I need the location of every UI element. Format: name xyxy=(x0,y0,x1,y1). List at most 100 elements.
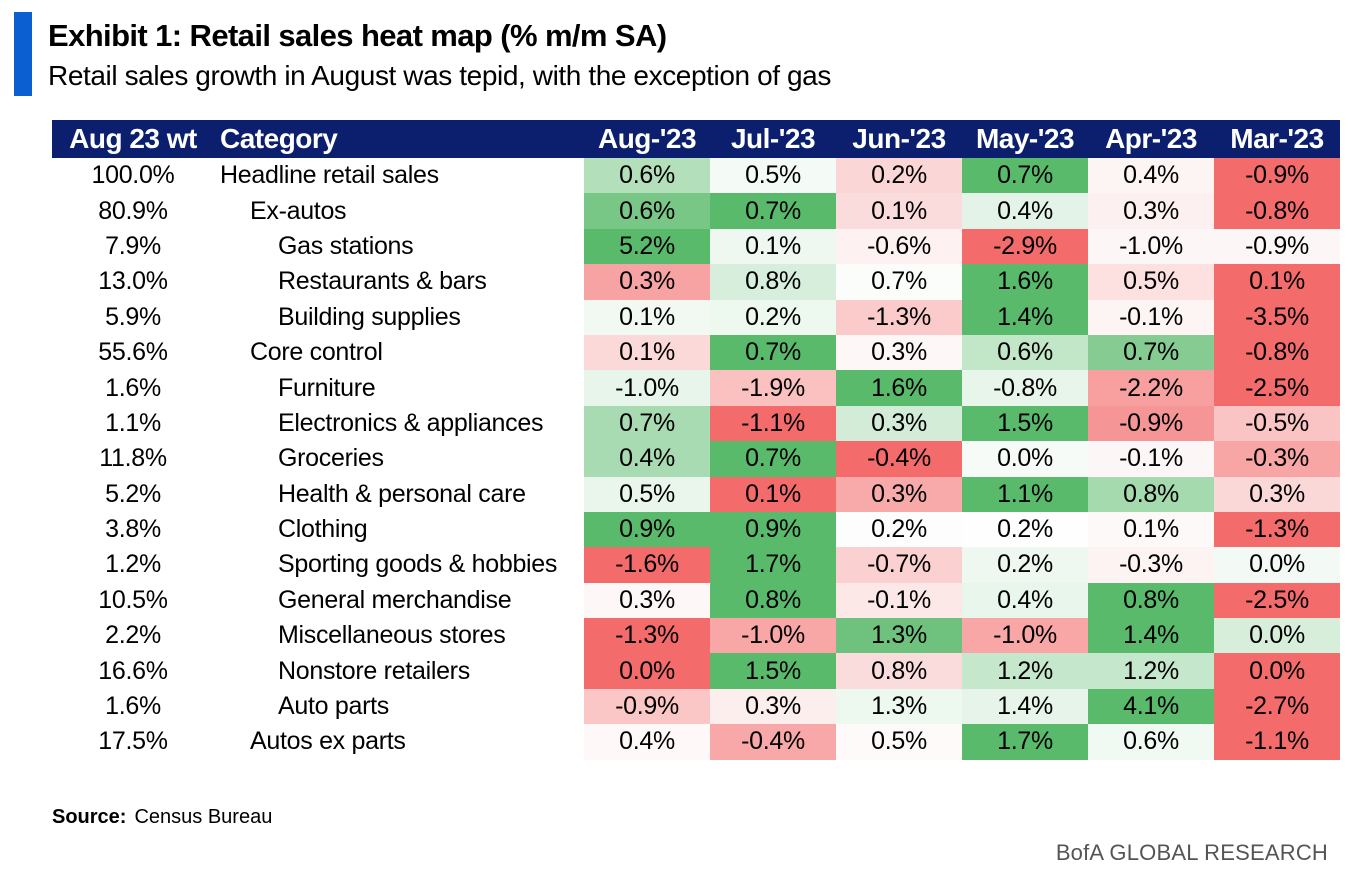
heatmap-cell: 0.7% xyxy=(710,441,836,477)
heatmap-cell: -1.0% xyxy=(1088,228,1214,265)
category-cell: Autos ex parts xyxy=(250,727,406,756)
weight-cell: 17.5% xyxy=(98,727,168,756)
heatmap-cell: -0.1% xyxy=(1088,299,1214,335)
heatmap-cell: 0.2% xyxy=(962,547,1088,583)
heatmap-cell: 0.6% xyxy=(1088,724,1214,760)
heatmap-table: Aug 23 wt Category Aug-'23 Jul-'23 Jun-'23 Ma… xyxy=(52,120,1340,760)
column-header-month-2: Jul-'23 xyxy=(710,120,836,158)
heatmap-cell: -0.9% xyxy=(1214,158,1340,194)
heatmap-cell: 1.3% xyxy=(836,618,962,654)
heatmap-cell: 1.1% xyxy=(962,476,1088,512)
heatmap-cell: 0.7% xyxy=(710,334,836,371)
heatmap-cell: 0.2% xyxy=(836,158,962,194)
heatmap-cell: 0.8% xyxy=(1088,476,1214,512)
heatmap-cell: 1.7% xyxy=(962,724,1088,760)
table-row: 3.8% Clothing 0.9% 0.9% 0.2% 0.2% 0.1% -1.3% xyxy=(52,511,1340,548)
heatmap-cell: 4.1% xyxy=(1088,688,1214,725)
heatmap-cell: 5.2% xyxy=(584,228,710,265)
heatmap-cell: 0.7% xyxy=(1088,334,1214,371)
heatmap-cell: -0.3% xyxy=(1214,441,1340,477)
table-row: 16.6% Nonstore retailers 0.0% 1.5% 0.8% 1.2% 1… xyxy=(52,653,1340,689)
column-header-month-4: May-'23 xyxy=(962,120,1088,158)
weight-cell: 13.0% xyxy=(98,267,168,296)
column-header-weight: Aug 23 wt xyxy=(52,120,214,158)
weight-cell: 5.2% xyxy=(105,479,161,508)
heatmap-cell: 0.3% xyxy=(836,334,962,371)
heatmap-cell: -2.9% xyxy=(962,228,1088,265)
heatmap-cell: 0.3% xyxy=(1088,193,1214,229)
category-cell: Restaurants & bars xyxy=(278,267,487,296)
heatmap-cell: -0.1% xyxy=(1088,441,1214,477)
heatmap-cell: 0.0% xyxy=(1214,618,1340,654)
table-row: 11.8% Groceries 0.4% 0.7% -0.4% 0.0% -0.1% -0.3… xyxy=(52,441,1340,477)
heatmap-cell: 0.1% xyxy=(584,299,710,335)
weight-cell: 1.2% xyxy=(105,550,161,579)
category-cell: General merchandise xyxy=(278,585,512,614)
table-row: 13.0% Restaurants & bars 0.3% 0.8% 0.7% 1.6% 0… xyxy=(52,264,1340,300)
heatmap-cell: -1.3% xyxy=(836,299,962,335)
table-row: 100.0% Headline retail sales 0.6% 0.5% 0.2% 0… xyxy=(52,158,1340,194)
source-note: Source: Census Bureau xyxy=(52,806,272,829)
heatmap-cell: 0.6% xyxy=(584,193,710,229)
heatmap-cell: 1.6% xyxy=(962,264,1088,300)
category-cell: Sporting goods & hobbies xyxy=(278,550,558,579)
category-cell: Core control xyxy=(250,338,383,367)
heatmap-cell: 1.5% xyxy=(710,653,836,689)
category-cell: Clothing xyxy=(278,515,368,544)
heatmap-cell: 0.5% xyxy=(584,476,710,512)
heatmap-cell: -3.5% xyxy=(1214,299,1340,335)
heatmap-cell: 0.1% xyxy=(1088,511,1214,548)
category-cell: Miscellaneous stores xyxy=(278,621,506,650)
exhibit-title: Exhibit 1: Retail sales heat map (% m/m … xyxy=(48,18,667,53)
heatmap-cell: -1.6% xyxy=(584,547,710,583)
weight-cell: 11.8% xyxy=(99,444,167,473)
weight-cell: 1.1% xyxy=(105,408,161,437)
heatmap-cell: 1.4% xyxy=(962,299,1088,335)
heatmap-cell: 0.1% xyxy=(1214,264,1340,300)
heatmap-cell: -1.3% xyxy=(584,618,710,654)
heatmap-cell: -0.8% xyxy=(1214,193,1340,229)
heatmap-cell: -1.0% xyxy=(962,618,1088,654)
table-row: 10.5% General merchandise 0.3% 0.8% -0.1% 0.4… xyxy=(52,582,1340,619)
weight-cell: 7.9% xyxy=(105,231,161,260)
heatmap-cell: 1.4% xyxy=(962,688,1088,725)
heatmap-cell: 0.7% xyxy=(710,193,836,229)
heatmap-cell: 0.3% xyxy=(1214,476,1340,512)
heatmap-cell: -2.5% xyxy=(1214,370,1340,406)
heatmap-cell: 0.3% xyxy=(836,476,962,512)
heatmap-cell: 0.5% xyxy=(836,724,962,760)
source-text: Census Bureau xyxy=(134,806,273,828)
heatmap-cell: 0.3% xyxy=(836,405,962,442)
table-body: 100.0% Headline retail sales 0.6% 0.5% 0.2% 0… xyxy=(52,158,1340,760)
category-cell: Building supplies xyxy=(278,302,461,331)
table-row: 7.9% Gas stations 5.2% 0.1% -0.6% -2.9% -1.0% -… xyxy=(52,228,1340,265)
heatmap-cell: 0.0% xyxy=(584,653,710,689)
category-cell: Health & personal care xyxy=(278,479,526,508)
exhibit-subtitle: Retail sales growth in August was tepid,… xyxy=(48,60,831,91)
heatmap-cell: -2.5% xyxy=(1214,582,1340,619)
weight-cell: 100.0% xyxy=(91,161,175,190)
heatmap-cell: 1.5% xyxy=(962,405,1088,442)
heatmap-cell: 0.1% xyxy=(710,476,836,512)
category-cell: Electronics & appliances xyxy=(278,408,544,437)
heatmap-cell: -1.3% xyxy=(1214,511,1340,548)
heatmap-cell: 1.7% xyxy=(710,547,836,583)
heatmap-cell: -1.1% xyxy=(710,405,836,442)
heatmap-cell: 0.1% xyxy=(710,228,836,265)
heatmap-cell: 1.2% xyxy=(962,653,1088,689)
heatmap-cell: 0.7% xyxy=(584,405,710,442)
category-cell: Auto parts xyxy=(278,692,389,721)
table-row: 17.5% Autos ex parts 0.4% -0.4% 0.5% 1.7% 0.6%… xyxy=(52,724,1340,760)
weight-cell: 1.6% xyxy=(105,373,161,402)
weight-cell: 1.6% xyxy=(105,692,161,721)
weight-cell: 16.6% xyxy=(98,656,168,685)
column-header-month-5: Apr-'23 xyxy=(1088,120,1214,158)
heatmap-cell: -0.1% xyxy=(836,582,962,619)
table-row: 1.2% Sporting goods & hobbies -1.6% 1.7% -0.… xyxy=(52,547,1340,583)
source-label: Source: xyxy=(52,806,127,828)
heatmap-cell: 0.4% xyxy=(584,441,710,477)
heatmap-cell: 1.6% xyxy=(836,370,962,406)
heatmap-cell: 0.2% xyxy=(710,299,836,335)
heatmap-cell: 1.4% xyxy=(1088,618,1214,654)
heatmap-cell: -0.9% xyxy=(1088,405,1214,442)
